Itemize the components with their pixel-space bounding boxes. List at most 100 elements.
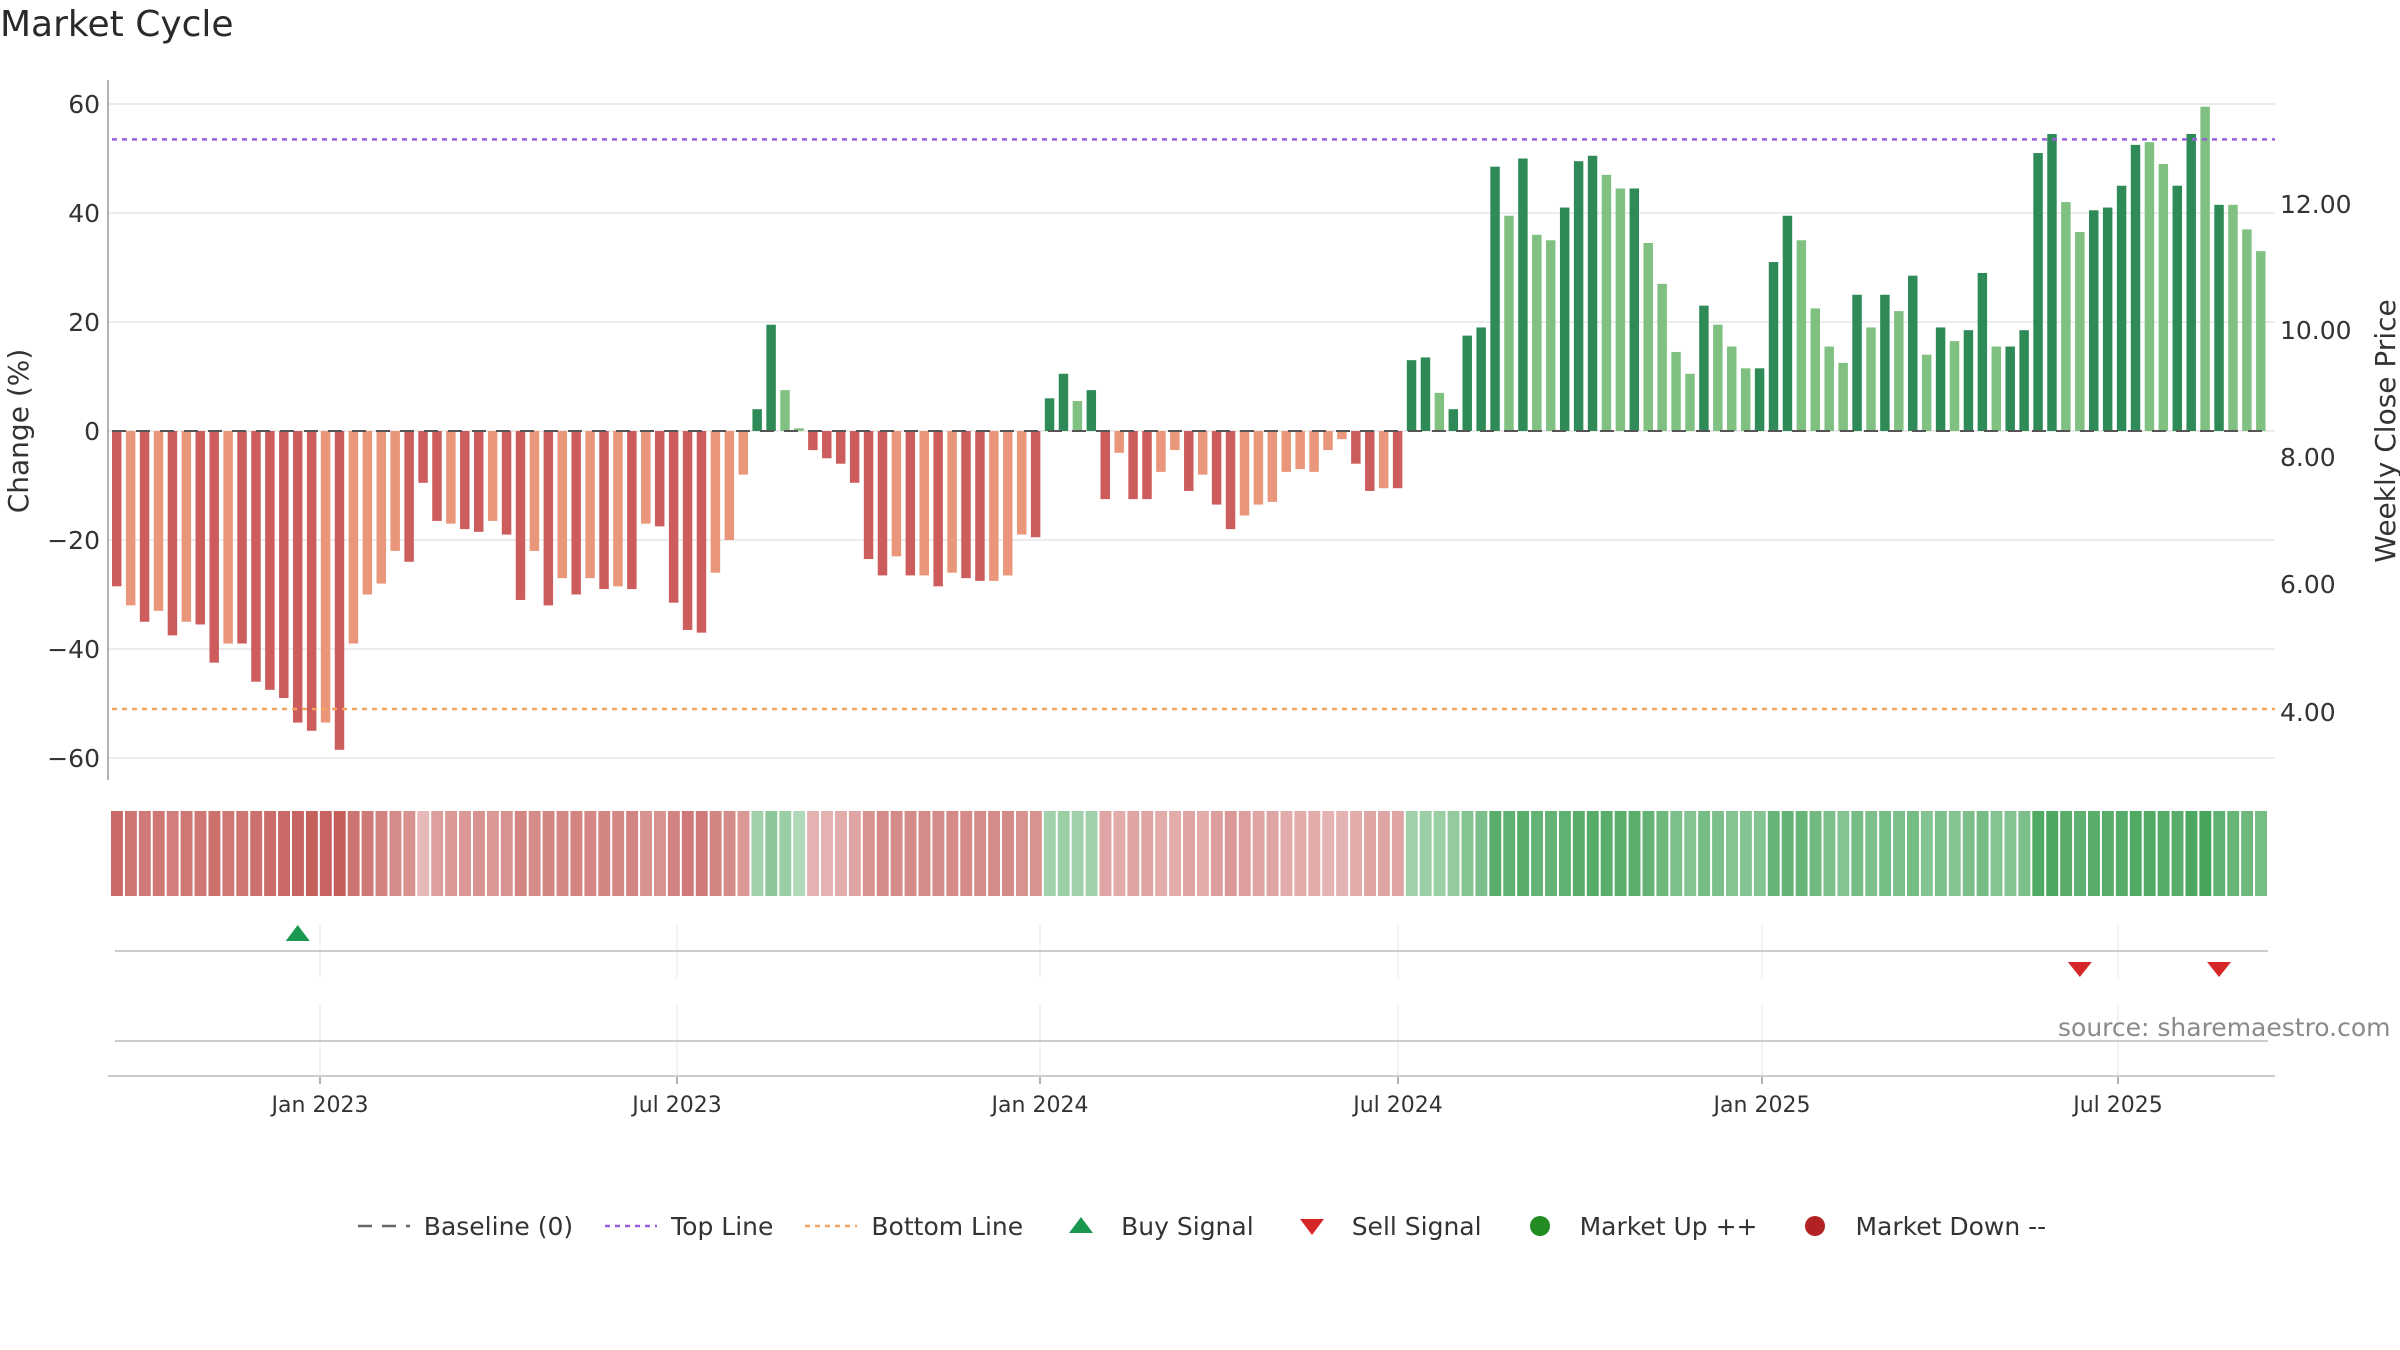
bar <box>2200 106 2210 431</box>
bar <box>237 431 247 644</box>
bar <box>251 431 261 682</box>
bar <box>1740 368 1751 431</box>
bar <box>1727 346 1737 431</box>
heat-cell <box>305 811 318 896</box>
bar <box>2033 153 2043 432</box>
bar <box>599 431 609 590</box>
heat-cell <box>723 811 736 896</box>
bar <box>1963 330 1974 431</box>
bar <box>515 431 526 600</box>
source-label: source: sharemaestro.com <box>2058 1013 2391 1042</box>
bar <box>320 431 331 723</box>
y-tick-label: 0 <box>84 417 100 446</box>
heat-cell <box>1057 811 1070 896</box>
bar <box>376 431 386 584</box>
sell-legend-icon <box>1299 1219 1324 1235</box>
heat-cell <box>2227 811 2240 896</box>
heat-cell <box>500 811 513 896</box>
heat-cell <box>1572 811 1585 896</box>
y2-tick-label: 12.00 <box>2280 190 2352 219</box>
heat-cell <box>1656 811 1669 896</box>
bar <box>1253 431 1264 505</box>
heat-cell <box>1990 811 2003 896</box>
y-tick-label: −40 <box>47 635 100 664</box>
bar <box>1518 158 1528 431</box>
baseline-legend-icon <box>357 1224 410 1228</box>
y-tick-label: 20 <box>68 308 100 337</box>
heat-cell <box>278 811 290 896</box>
bar <box>1824 346 1834 431</box>
y2-tick-label: 10.00 <box>2280 316 2352 345</box>
y2-tick-label: 4.00 <box>2280 698 2336 727</box>
heat-cell <box>2143 811 2156 896</box>
sell-signal-marker <box>2207 962 2232 977</box>
bar <box>1309 431 1319 472</box>
heat-cell <box>1127 811 1140 896</box>
y2-axis-title: Weekly Close Price <box>2369 299 2400 562</box>
bar <box>794 428 804 431</box>
bar <box>1114 431 1124 453</box>
heat-cell <box>264 811 277 896</box>
heat-cell <box>2088 811 2100 896</box>
axes <box>107 80 2275 1084</box>
bar <box>418 431 428 483</box>
bar <box>1225 431 1236 530</box>
heat-cell <box>1893 811 1906 896</box>
heat-cell <box>584 811 597 896</box>
bar <box>1197 431 1208 475</box>
bar <box>1699 305 1709 431</box>
bottom-line-legend-icon <box>805 1224 858 1228</box>
heat-cell <box>1531 811 1544 896</box>
bar <box>1782 215 1793 431</box>
bar <box>1267 431 1278 502</box>
bar <box>1281 431 1291 472</box>
bar <box>1462 335 1472 431</box>
bar <box>1030 431 1041 538</box>
bar <box>460 431 470 530</box>
bar <box>891 431 902 557</box>
heat-cell <box>333 811 346 896</box>
heat-cell <box>445 811 458 896</box>
heat-cell <box>807 811 820 896</box>
bar <box>1378 431 1389 489</box>
heat-cell <box>960 811 973 896</box>
bar <box>710 431 721 573</box>
bar <box>153 431 164 611</box>
heat-cell <box>417 811 430 896</box>
y-tick-label: 40 <box>68 199 100 228</box>
heat-cell <box>2185 811 2198 896</box>
heat-cell <box>1767 811 1780 896</box>
heat-cell <box>626 811 639 896</box>
heat-cell <box>876 811 889 896</box>
sell-signal-marker <box>2067 962 2092 977</box>
heat-cell <box>640 811 652 896</box>
bar <box>1337 431 1347 440</box>
heat-cell <box>1907 811 1919 896</box>
heat-cell <box>974 811 987 896</box>
heat-cell <box>319 811 332 896</box>
heat-cell <box>111 811 123 896</box>
bar <box>1044 398 1055 431</box>
heat-cell <box>1795 811 1808 896</box>
market-up-legend-icon <box>1529 1216 1550 1236</box>
bar <box>362 431 373 595</box>
bar <box>181 431 192 622</box>
heat-cell <box>1934 811 1947 896</box>
heat-cell <box>862 811 875 896</box>
bar <box>390 431 400 551</box>
heat-cell <box>1308 811 1321 896</box>
heat-cell <box>1280 811 1293 896</box>
bar <box>2130 144 2141 431</box>
bar <box>2186 133 2196 431</box>
heat-cell <box>1837 811 1850 896</box>
heat-cell <box>1920 811 1933 896</box>
bar <box>209 431 219 663</box>
heat-cell <box>2129 811 2142 896</box>
legend-label: Bottom Line <box>871 1211 1024 1241</box>
heat-cell <box>612 811 625 896</box>
heat-cell <box>918 811 931 896</box>
bar <box>1128 431 1138 500</box>
bar <box>125 431 136 606</box>
heat-cell <box>472 811 485 896</box>
bar <box>1894 311 1904 431</box>
